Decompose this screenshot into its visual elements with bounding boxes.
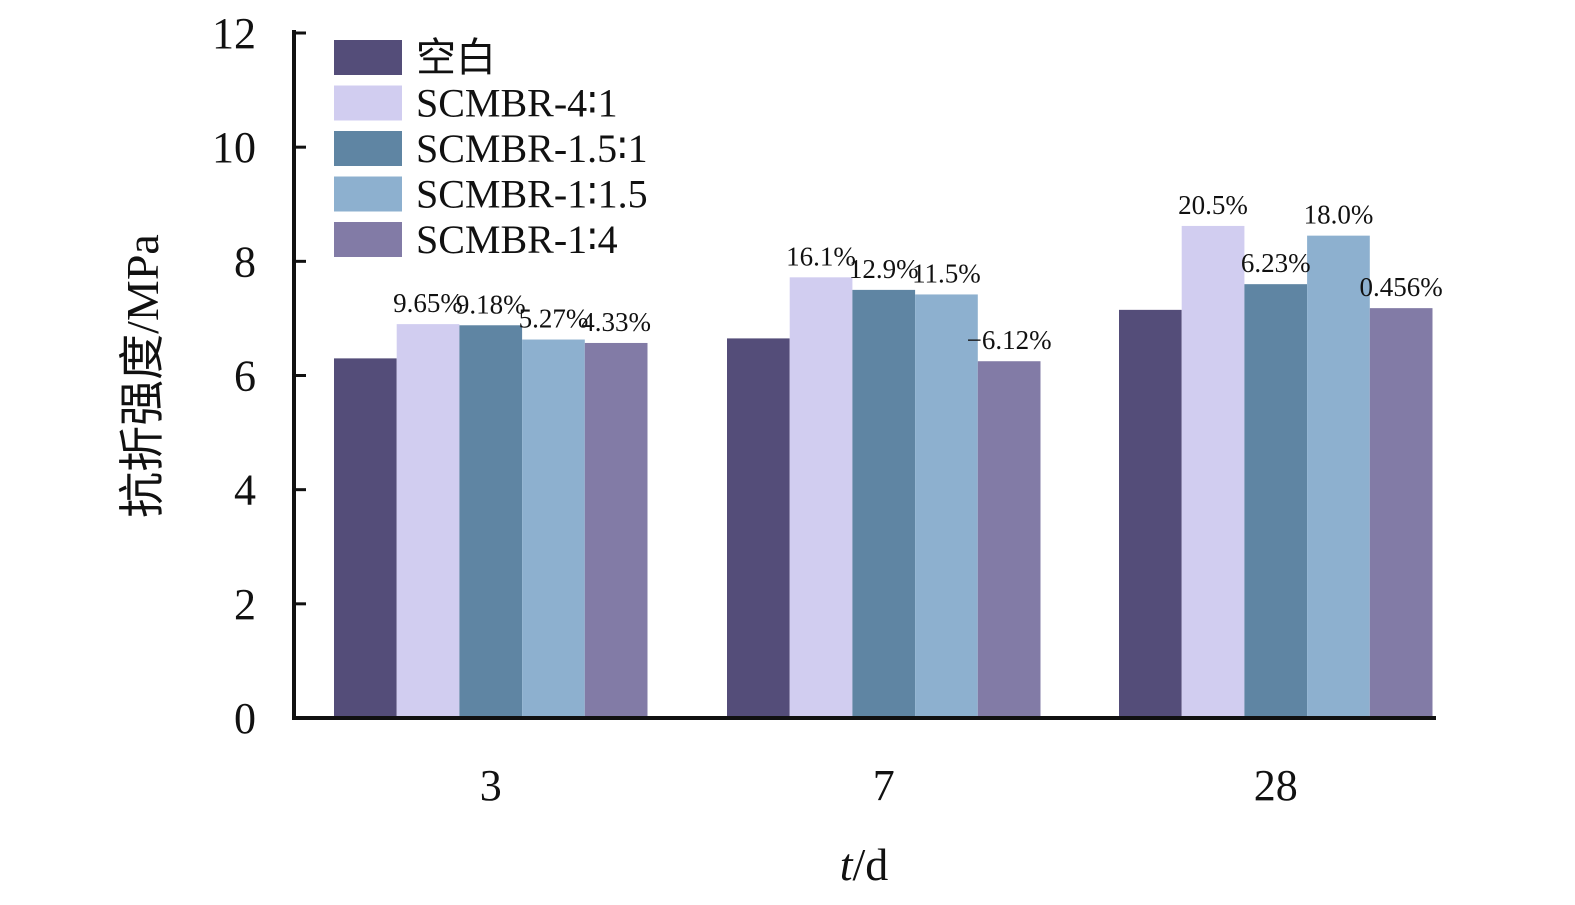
y-tick-label: 8 — [234, 237, 256, 286]
bar-series-2-cat-1 — [396, 324, 460, 718]
data-label-series-5-cat-3: 0.456% — [1360, 272, 1443, 302]
legend-swatch-1 — [334, 40, 402, 75]
y-tick-label: 2 — [234, 580, 256, 629]
x-axis-title-variable: t — [840, 839, 854, 890]
data-label-series-5-cat-2: −6.12% — [967, 325, 1052, 355]
bar-series-1-cat-2 — [727, 338, 790, 718]
legend-label-5: SCMBR-1∶4 — [416, 217, 618, 262]
legend-swatch-4 — [334, 176, 402, 212]
bar-series-3-cat-3 — [1244, 284, 1308, 718]
bar-series-3-cat-1 — [459, 325, 523, 718]
bar-series-5-cat-3 — [1369, 308, 1433, 718]
legend-swatch-2 — [334, 85, 402, 121]
legend-label-3: SCMBR-1.5∶1 — [416, 126, 648, 171]
y-tick-label: 0 — [234, 694, 256, 743]
y-axis-title: 抗折强度/MPa — [117, 234, 168, 518]
data-label-series-2-cat-3: 20.5% — [1178, 190, 1248, 220]
y-tick-label: 10 — [212, 123, 256, 172]
bar-series-1-cat-1 — [334, 358, 397, 718]
legend: 空白SCMBR-4∶1SCMBR-1.5∶1SCMBR-1∶1.5SCMBR-1… — [334, 35, 648, 262]
y-tick-label: 6 — [234, 352, 256, 401]
data-label-series-2-cat-1: 9.65% — [393, 288, 463, 318]
data-label-series-3-cat-3: 6.23% — [1241, 248, 1311, 278]
legend-swatch-3 — [334, 131, 402, 166]
x-axis-title-unit: /d — [853, 839, 889, 890]
x-tick-label: 28 — [1254, 761, 1298, 810]
bar-series-1-cat-3 — [1119, 309, 1182, 718]
data-label-series-4-cat-3: 18.0% — [1304, 200, 1374, 230]
y-tick-label: 4 — [234, 466, 256, 515]
legend-label-1: 空白 — [416, 35, 496, 80]
data-labels-layer: 9.65% 16.1% 20.5% 9.18% 12.9% 6.23% 5.27% 11.5%… — [393, 190, 1443, 355]
x-axis-title: t/d — [840, 839, 889, 890]
data-label-series-5-cat-1: 4.33% — [581, 307, 651, 337]
x-axis-ticks: 3 7 28 — [480, 761, 1298, 810]
bar-series-5-cat-1 — [584, 342, 648, 718]
x-tick-label: 3 — [480, 761, 502, 810]
data-label-series-3-cat-1: 9.18% — [456, 289, 526, 319]
legend-label-4: SCMBR-1∶1.5 — [416, 172, 648, 217]
data-label-series-4-cat-2: 11.5% — [912, 258, 981, 288]
y-tick-label: 12 — [212, 9, 256, 58]
bar-series-4-cat-1 — [522, 339, 585, 718]
bar-series-2-cat-2 — [789, 277, 853, 718]
data-label-series-2-cat-2: 16.1% — [786, 241, 856, 271]
y-axis-ticks: 0 2 4 6 8 10 12 — [212, 9, 306, 743]
bar-series-5-cat-2 — [977, 361, 1041, 718]
x-tick-label: 7 — [873, 761, 895, 810]
data-label-series-3-cat-2: 12.9% — [849, 254, 919, 284]
bars-layer — [334, 225, 1433, 719]
legend-label-2: SCMBR-4∶1 — [416, 81, 618, 126]
bar-series-2-cat-3 — [1181, 225, 1245, 719]
data-label-series-4-cat-1: 5.27% — [519, 304, 589, 334]
bar-series-4-cat-3 — [1307, 235, 1370, 719]
bar-series-4-cat-2 — [915, 294, 978, 718]
bar-series-3-cat-2 — [852, 289, 916, 718]
legend-swatch-5 — [334, 222, 402, 257]
